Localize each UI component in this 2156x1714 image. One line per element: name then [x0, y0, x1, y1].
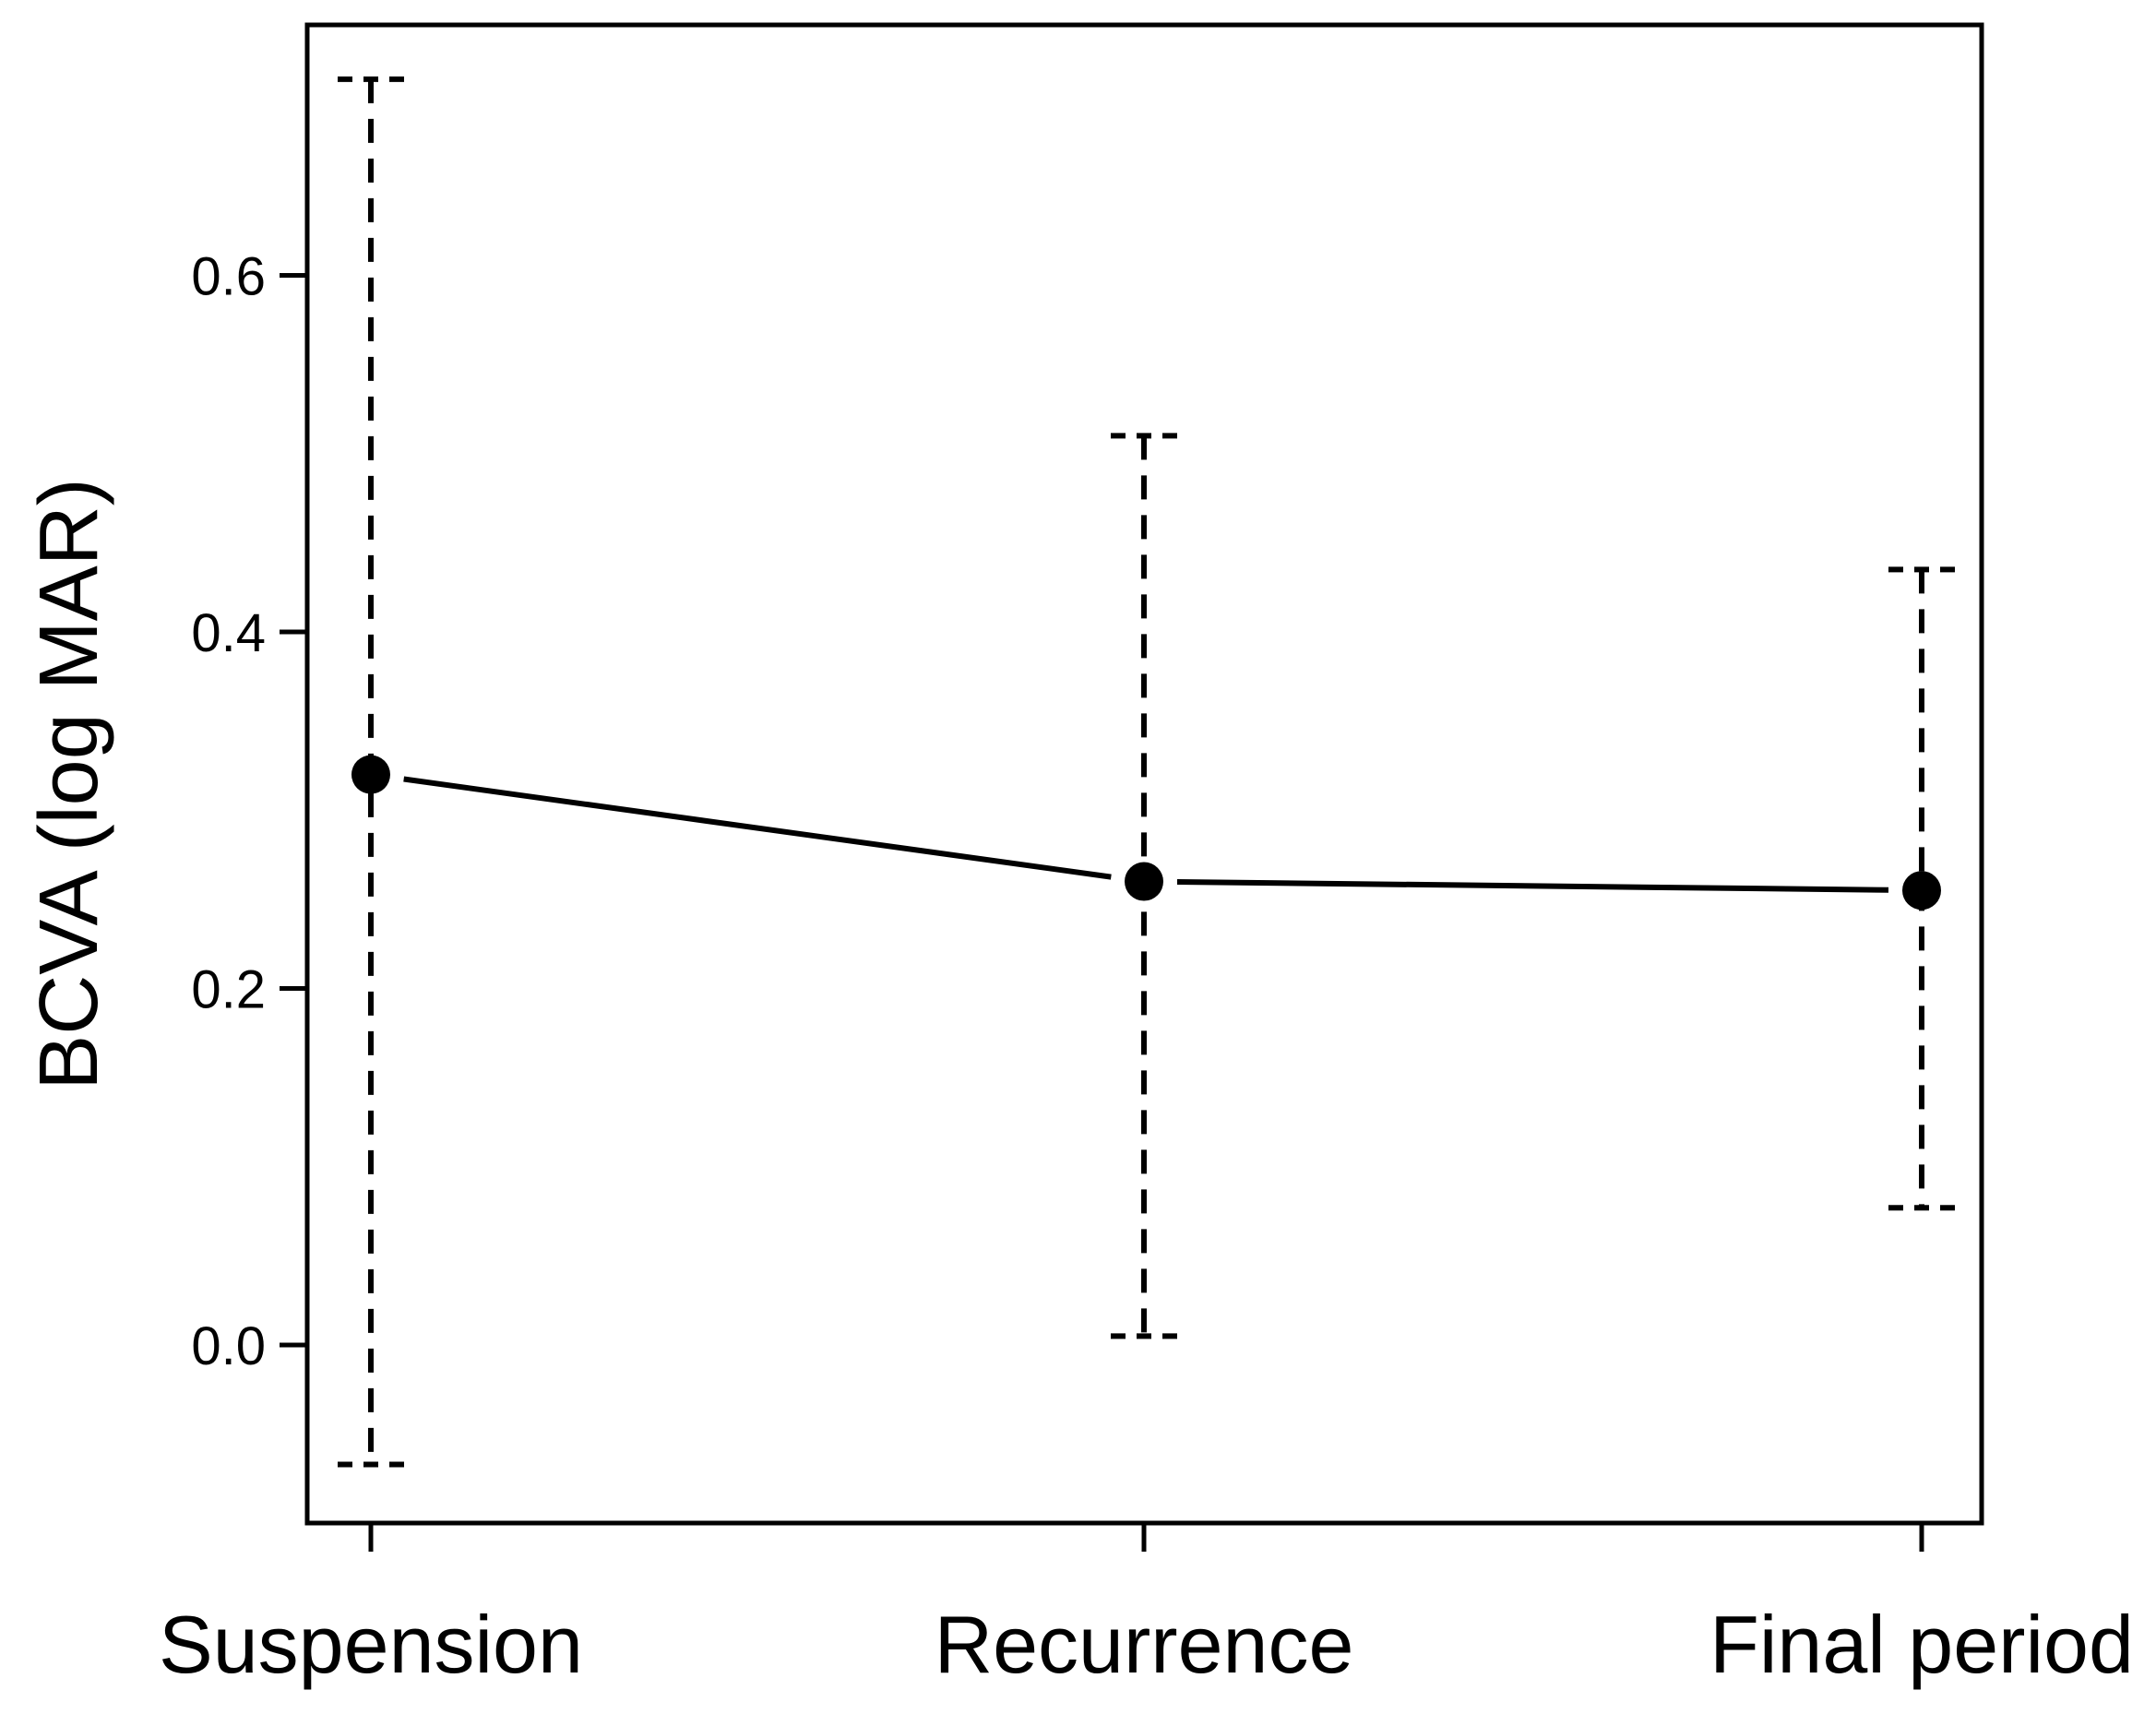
series-line-segment — [403, 776, 1112, 880]
y-axis-tick-label: 0.2 — [191, 960, 266, 1020]
x-axis-category-label: Final period — [1709, 1599, 2134, 1690]
y-axis-tick-label: 0.4 — [191, 603, 266, 663]
x-axis-category-label: Suspension — [159, 1599, 583, 1690]
y-axis-title: BCVA (log MAR) — [23, 478, 115, 1090]
series-line-segment — [1176, 878, 1889, 893]
data-point-marker — [1125, 862, 1163, 901]
data-point-marker — [1902, 871, 1941, 911]
data-point-marker — [351, 755, 390, 794]
y-axis-tick-label: 0.0 — [191, 1316, 266, 1376]
y-axis-tick-label: 0.6 — [191, 247, 266, 307]
x-axis-category-label: Recurrence — [935, 1599, 1354, 1690]
